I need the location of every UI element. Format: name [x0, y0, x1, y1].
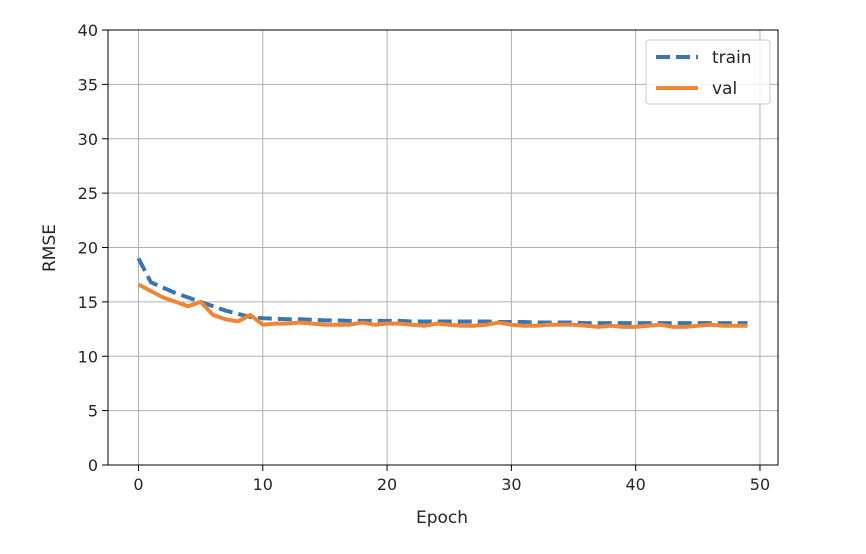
y-tick-label: 0: [88, 456, 98, 475]
series-line-train: [136, 257, 748, 326]
series-layer: [136, 257, 748, 329]
x-tick-label: 40: [625, 475, 645, 494]
x-tick-label: 10: [253, 475, 273, 494]
x-tick-label: 0: [133, 475, 143, 494]
x-axis-label: Epoch: [416, 508, 468, 528]
y-tick-label: 30: [78, 130, 98, 149]
series-line-val: [137, 282, 748, 329]
y-tick-label: 10: [78, 347, 98, 366]
y-tick-label: 40: [78, 21, 98, 40]
x-tick-label: 30: [501, 475, 521, 494]
y-tick-label: 35: [78, 75, 98, 94]
legend-label-val: val: [712, 79, 737, 99]
y-tick-label: 15: [78, 293, 98, 312]
legend-label-train: train: [712, 48, 752, 68]
y-tick-label: 25: [78, 184, 98, 203]
x-tick-label: 50: [750, 475, 770, 494]
ticks: 0 10 20 30 40 50 0 5 10 15 20 25 30 35 40: [78, 21, 771, 494]
x-tick-label: 20: [377, 475, 397, 494]
legend: train val: [645, 39, 771, 105]
y-axis-label: RMSE: [40, 224, 60, 272]
y-tick-label: 20: [78, 239, 98, 258]
y-tick-label: 5: [88, 402, 98, 421]
